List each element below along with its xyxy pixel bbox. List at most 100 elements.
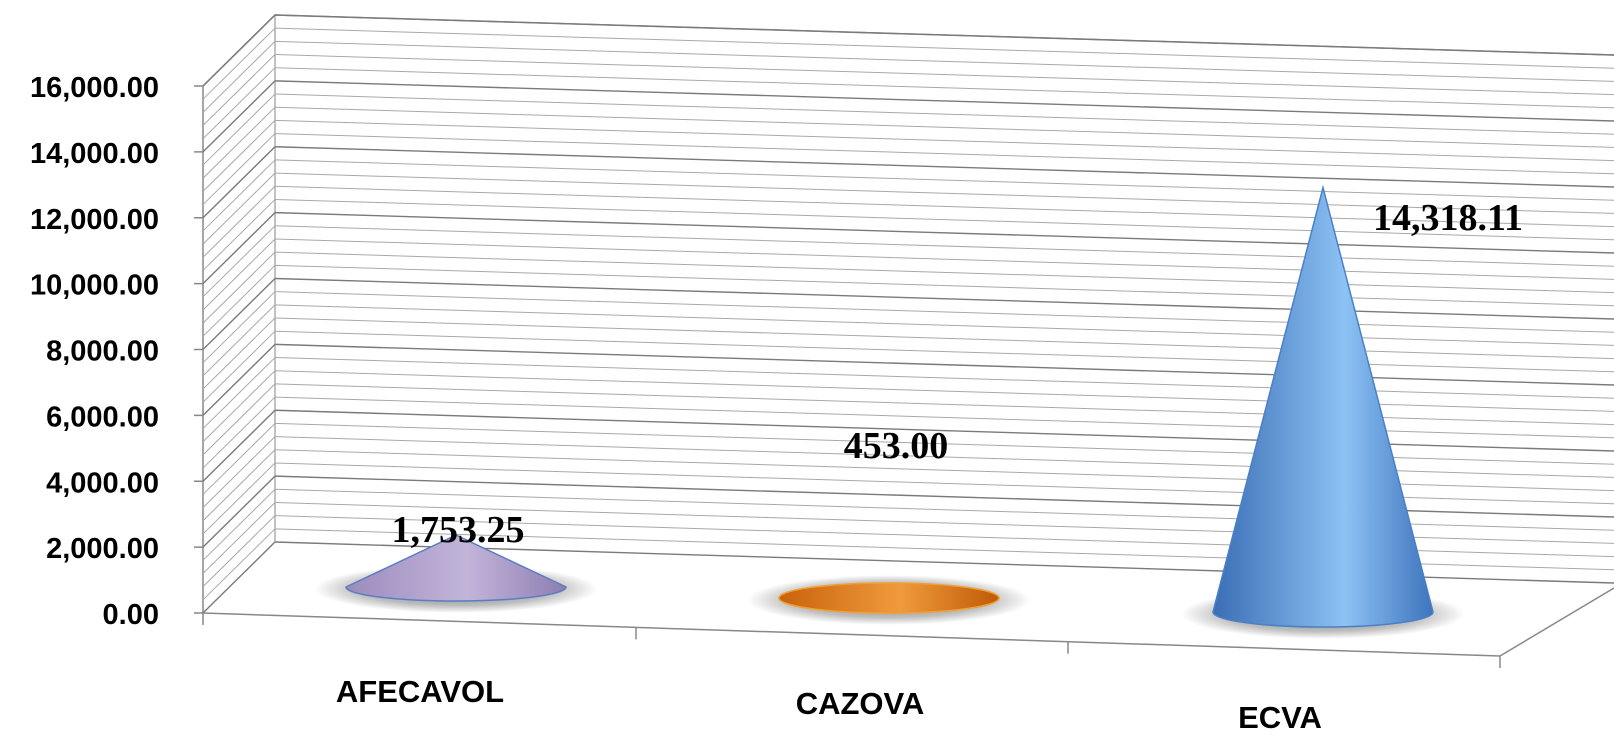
gridline-back: [274, 27, 1614, 69]
cone-cazova: [747, 575, 1031, 625]
gridline-side: [202, 488, 276, 561]
data-label: 453.00: [844, 425, 949, 467]
x-tick-label: ECVA: [1238, 700, 1322, 735]
gridline-side: [202, 396, 276, 469]
floor-front-edge: [202, 612, 1501, 657]
gridline-side: [202, 304, 276, 377]
gridline-back: [274, 159, 1614, 201]
cone-body: [345, 534, 567, 602]
gridline-back: [274, 146, 1614, 188]
gridline-side: [202, 133, 276, 205]
gridline-side: [202, 462, 276, 535]
gridline-back: [274, 172, 1614, 214]
x-tick-label: AFECAVOL: [336, 674, 504, 709]
gridline-back: [274, 462, 1614, 505]
y-tick-label: 0.00: [103, 599, 159, 631]
y-axis: 0.00 2,000.00 4,000.00 6,000.00 8,000.00 10,0…: [30, 72, 203, 631]
gridline-side: [202, 343, 276, 416]
gridline-back: [274, 119, 1614, 162]
gridline-back: [274, 198, 1614, 241]
cone-ecva: [1181, 184, 1465, 639]
gridline-back: [274, 106, 1614, 148]
gridline-back: [274, 396, 1614, 439]
gridline-back: [274, 291, 1614, 333]
data-label: 1,753.25: [392, 509, 525, 551]
gridline-side: [202, 238, 276, 311]
gridline-side: [202, 185, 276, 258]
gridline-back: [274, 185, 1614, 228]
gridline-back: [274, 238, 1614, 280]
gridline-side: [202, 251, 276, 324]
gridline-back: [274, 264, 1614, 307]
y-tick-label: 16,000.00: [30, 72, 159, 104]
gridline-side: [202, 502, 276, 574]
gridline-back: [274, 133, 1614, 175]
gridline-back: [274, 93, 1614, 135]
y-tick-label: 12,000.00: [30, 204, 159, 236]
gridline-back: [274, 40, 1614, 82]
gridline-side: [202, 106, 276, 179]
gridline-side: [202, 475, 276, 548]
gridline-back: [274, 383, 1614, 426]
cones: [314, 184, 1465, 639]
gridline-side: [202, 54, 276, 126]
gridline-back: [274, 225, 1614, 267]
gridline-side: [202, 449, 276, 522]
gridline-back: [274, 211, 1614, 254]
gridline-back: [274, 343, 1614, 386]
x-tick-label: CAZOVA: [796, 686, 925, 721]
gridline-side: [202, 528, 276, 601]
gridline-side: [202, 212, 276, 285]
y-tick-label: 10,000.00: [30, 270, 159, 302]
data-labels: 1,753.25 453.00 14,318.11: [392, 197, 1523, 551]
gridline-back: [274, 54, 1614, 96]
gridline-side: [202, 159, 276, 232]
gridline-back: [274, 304, 1614, 346]
gridline-side: [202, 172, 276, 245]
gridline-side: [202, 27, 276, 100]
gridline-side: [202, 370, 276, 443]
gridline-back: [274, 330, 1614, 373]
gridline-side: [202, 93, 276, 166]
gridline-side: [202, 515, 276, 588]
gridline-side: [202, 436, 276, 508]
gridline-side: [202, 330, 276, 403]
gridline-side: [202, 199, 276, 271]
gridline-side: [202, 67, 276, 140]
y-tick-label: 4,000.00: [46, 467, 159, 499]
x-axis: AFECAVOL CAZOVA ECVA: [202, 613, 1501, 735]
y-tick-label: 6,000.00: [46, 401, 159, 433]
gridline-side: [202, 383, 276, 456]
gridline-back: [274, 317, 1614, 360]
gridline-back: [274, 370, 1614, 412]
gridline-back: [274, 80, 1614, 122]
gridline-side: [202, 225, 276, 298]
y-tick-label: 14,000.00: [30, 138, 159, 170]
gridline-back: [274, 14, 1614, 56]
gridline-side: [202, 291, 276, 364]
gridline-side: [202, 40, 276, 113]
gridline-side: [202, 317, 276, 390]
gridline-back: [274, 277, 1614, 320]
gridline-side: [202, 409, 276, 482]
cone-base: [778, 582, 1000, 614]
gridline-back: [274, 251, 1614, 294]
cone-afecavol: [314, 534, 598, 613]
gridline-side: [202, 541, 276, 614]
y-tick-label: 2,000.00: [46, 533, 159, 565]
floor-right-edge: [1499, 587, 1614, 657]
gridline-side: [202, 278, 276, 350]
gridline-back: [274, 67, 1614, 109]
gridline-side: [202, 14, 276, 87]
gridline-side: [202, 120, 276, 192]
y-tick-label: 8,000.00: [46, 336, 159, 368]
gridline-side: [202, 146, 276, 219]
cone-body: [1212, 184, 1434, 628]
gridline-side: [202, 357, 276, 429]
data-label: 14,318.11: [1373, 197, 1523, 239]
gridline-side: [202, 423, 276, 495]
gridline-back: [274, 357, 1614, 399]
gridline-side: [202, 264, 276, 337]
gridline-back: [274, 409, 1614, 452]
